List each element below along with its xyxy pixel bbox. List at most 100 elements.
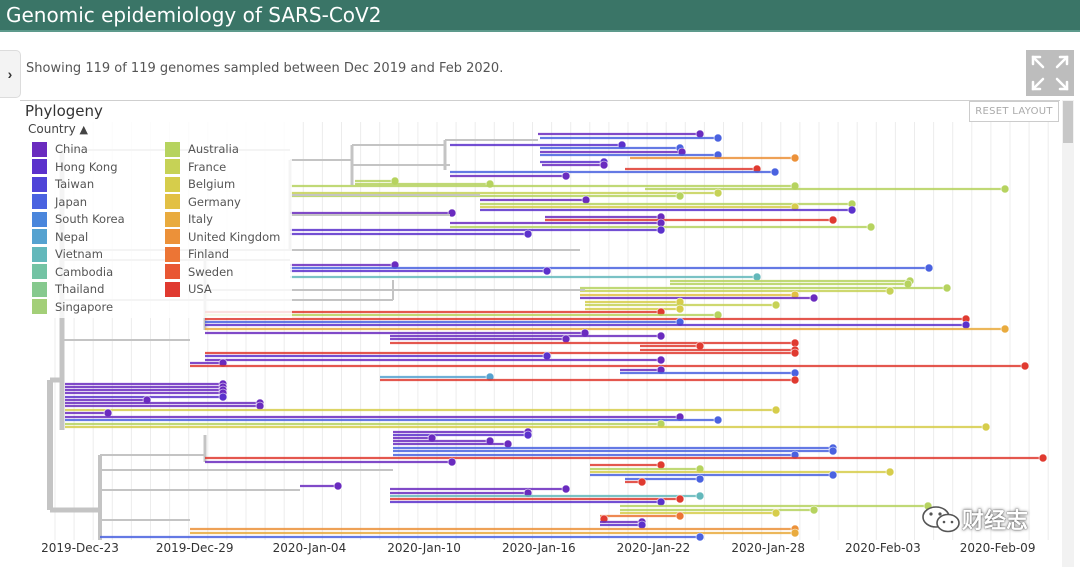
tip-node[interactable] [637, 477, 647, 487]
tip-node[interactable] [790, 153, 800, 163]
tip-node[interactable] [809, 293, 819, 303]
legend-swatch [32, 176, 47, 192]
legend-item[interactable]: Hong Kong [32, 159, 118, 175]
tip-node[interactable] [656, 497, 666, 507]
tip-node[interactable] [695, 532, 705, 542]
tip-node[interactable] [961, 320, 971, 330]
tip-node[interactable] [847, 205, 857, 215]
scrollbar-thumb[interactable] [1063, 101, 1073, 143]
tip-node[interactable] [695, 491, 705, 501]
legend-item[interactable]: Finland [165, 246, 229, 262]
tip-node[interactable] [866, 222, 876, 232]
legend-toggle[interactable]: Country ▲ [28, 122, 88, 136]
tip-node[interactable] [103, 408, 113, 418]
tip-node[interactable] [656, 225, 666, 235]
tip-node[interactable] [809, 505, 819, 515]
legend-item[interactable]: Italy [165, 211, 213, 227]
tip-node[interactable] [542, 351, 552, 361]
tip-node[interactable] [561, 171, 571, 181]
tip-node[interactable] [771, 405, 781, 415]
tip-node[interactable] [523, 229, 533, 239]
tip-node[interactable] [713, 415, 723, 425]
tip-node[interactable] [828, 470, 838, 480]
tip-node[interactable] [790, 375, 800, 385]
tip-node[interactable] [828, 446, 838, 456]
tip-node[interactable] [790, 348, 800, 358]
tip-node[interactable] [561, 334, 571, 344]
tip-node[interactable] [675, 511, 685, 521]
legend-label: Belgium [188, 177, 236, 191]
legend-item[interactable]: South Korea [32, 211, 125, 227]
tip-node[interactable] [790, 528, 800, 538]
tip-node[interactable] [828, 215, 838, 225]
tip-node[interactable] [771, 508, 781, 518]
legend-item[interactable]: Singapore [32, 299, 113, 315]
tip-node[interactable] [581, 195, 591, 205]
expand-button[interactable] [1026, 50, 1074, 96]
axis-tick-label: 2020-Jan-28 [731, 541, 806, 555]
legend-item[interactable]: Japan [32, 194, 87, 210]
legend-item[interactable]: Vietnam [32, 246, 103, 262]
tip-node[interactable] [561, 484, 571, 494]
tip-node[interactable] [675, 191, 685, 201]
panel-title: Phylogeny [25, 102, 103, 120]
tip-node[interactable] [903, 279, 913, 289]
tip-node[interactable] [942, 283, 952, 293]
chevron-right-icon: › [7, 66, 13, 82]
reset-layout-button[interactable]: RESET LAYOUT [969, 101, 1059, 122]
axis-tick-label: 2020-Jan-10 [387, 541, 461, 555]
tip-node[interactable] [503, 439, 513, 449]
tip-node[interactable] [695, 129, 705, 139]
legend-item[interactable]: Belgium [165, 176, 235, 192]
tip-node[interactable] [542, 266, 552, 276]
tip-node[interactable] [218, 392, 228, 402]
legend-label: Cambodia [55, 264, 114, 279]
tip-node[interactable] [771, 300, 781, 310]
tip-node[interactable] [656, 460, 666, 470]
legend-item[interactable]: China [32, 141, 88, 157]
legend-item[interactable]: Germany [165, 194, 241, 210]
tip-node[interactable] [770, 167, 780, 177]
legend-label: Hong Kong [55, 159, 118, 174]
tip-node[interactable] [1000, 184, 1010, 194]
legend-item[interactable]: France [165, 159, 226, 175]
tip-node[interactable] [675, 304, 685, 314]
tip-node[interactable] [924, 263, 934, 273]
sidebar-toggle-button[interactable]: › [0, 50, 21, 98]
tip-node[interactable] [447, 457, 457, 467]
tip-node[interactable] [695, 474, 705, 484]
tip-node[interactable] [713, 188, 723, 198]
legend-item[interactable]: Cambodia [32, 264, 113, 280]
tip-node[interactable] [656, 355, 666, 365]
tip-node[interactable] [713, 310, 723, 320]
legend-item[interactable]: USA [165, 281, 212, 297]
legend-swatch [165, 264, 180, 279]
legend-label: Japan [55, 194, 88, 209]
tip-node[interactable] [637, 520, 647, 530]
tip-node[interactable] [695, 341, 705, 351]
legend-item[interactable]: Australia [165, 141, 239, 157]
axis-tick-label: 2020-Feb-03 [845, 541, 921, 555]
legend-item[interactable]: Nepal [32, 229, 88, 245]
tip-node[interactable] [675, 494, 685, 504]
legend-item[interactable]: Sweden [165, 264, 233, 280]
tip-node[interactable] [599, 160, 609, 170]
tip-node[interactable] [1020, 361, 1030, 371]
tip-node[interactable] [1000, 324, 1010, 334]
legend-item[interactable]: United Kingdom [165, 229, 280, 245]
tip-node[interactable] [656, 331, 666, 341]
legend-swatch [32, 281, 47, 297]
tip-node[interactable] [255, 401, 265, 411]
tip-node[interactable] [752, 272, 762, 282]
tip-node[interactable] [333, 481, 343, 491]
legend-item[interactable]: Thailand [32, 281, 104, 297]
tip-node[interactable] [885, 286, 895, 296]
tip-node[interactable] [885, 467, 895, 477]
tip-node[interactable] [1038, 453, 1048, 463]
tip-node[interactable] [981, 422, 991, 432]
tip-node[interactable] [713, 133, 723, 143]
legend-item[interactable]: Taiwan [32, 176, 94, 192]
tip-node[interactable] [523, 430, 533, 440]
scrollbar[interactable] [1062, 100, 1074, 567]
